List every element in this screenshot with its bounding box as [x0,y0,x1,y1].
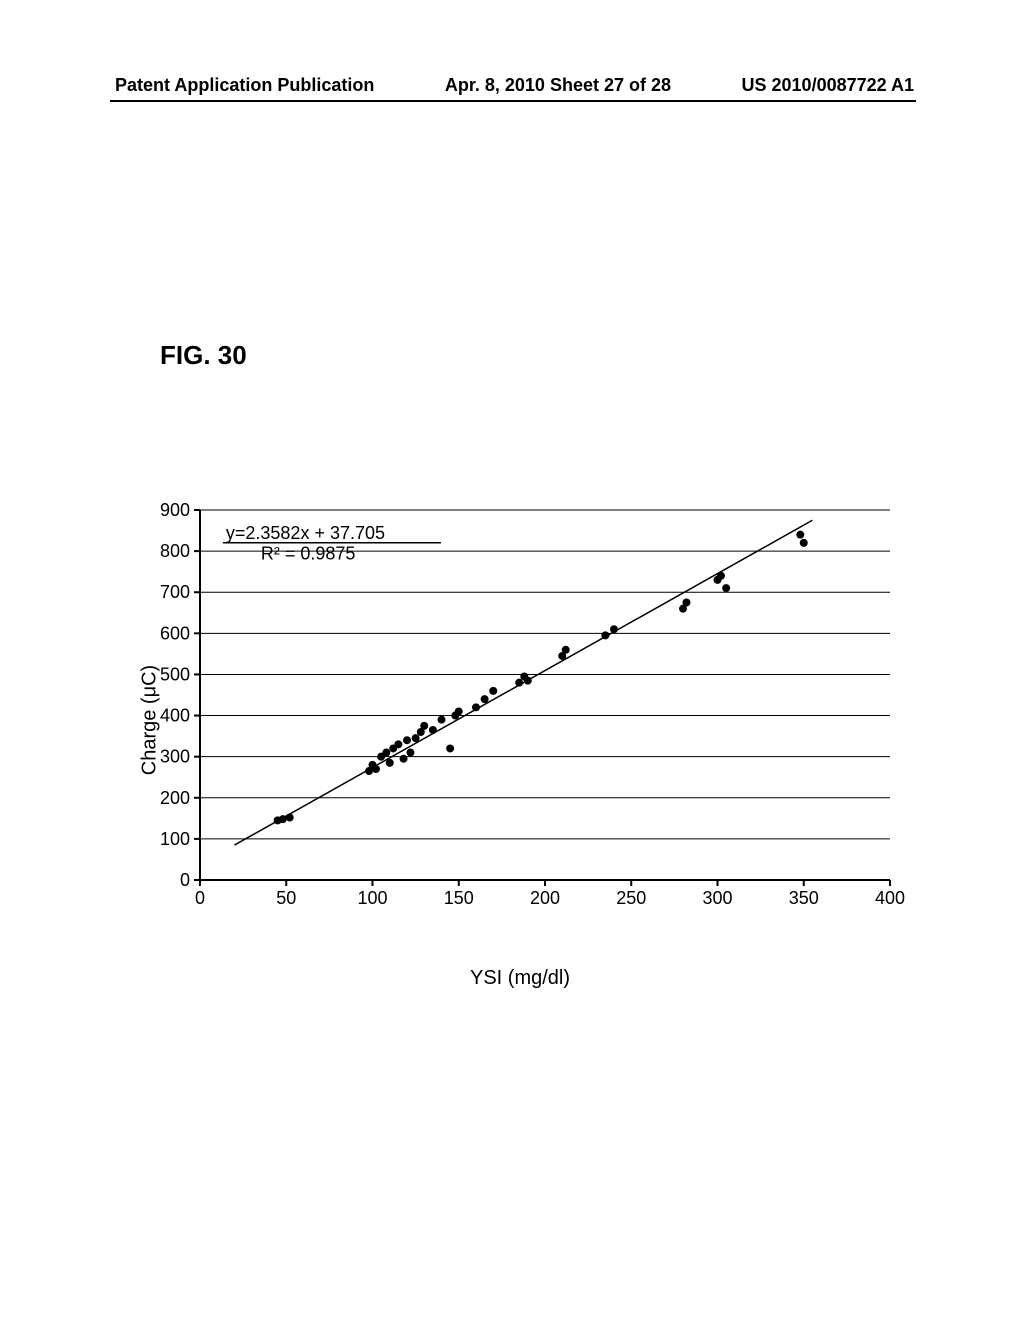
svg-text:500: 500 [160,664,190,684]
svg-text:200: 200 [160,788,190,808]
svg-text:300: 300 [160,747,190,767]
header-left: Patent Application Publication [115,75,374,96]
chart-container: Charge (μC) 0100200300400500600700800900… [130,500,910,940]
header-rule [110,100,916,102]
svg-text:700: 700 [160,582,190,602]
x-axis-label: YSI (mg/dl) [470,967,570,990]
svg-text:400: 400 [875,888,905,908]
figure-label: FIG. 30 [160,340,247,371]
svg-text:100: 100 [357,888,387,908]
svg-text:200: 200 [530,888,560,908]
svg-text:900: 900 [160,500,190,520]
scatter-chart: 0 100 200 300 400 500 600 700 800 900 0 50 100 150 200… [130,500,910,920]
header-center: Apr. 8, 2010 Sheet 27 of 28 [445,75,671,96]
svg-text:300: 300 [702,888,732,908]
svg-text:100: 100 [160,829,190,849]
svg-text:150: 150 [444,888,474,908]
svg-text:250: 250 [616,888,646,908]
header-right: US 2010/0087722 A1 [742,75,914,96]
svg-text:600: 600 [160,623,190,643]
svg-text:0: 0 [180,870,190,890]
y-axis-label: Charge (μC) [139,665,162,775]
svg-text:R² = 0.9875: R² = 0.9875 [261,543,356,563]
svg-text:0: 0 [195,888,205,908]
svg-text:400: 400 [160,706,190,726]
svg-text:350: 350 [789,888,819,908]
svg-text:50: 50 [276,888,296,908]
svg-text:y=2.3582x + 37.705: y=2.3582x + 37.705 [226,523,385,543]
page-header: Patent Application Publication Apr. 8, 2… [0,75,1024,96]
svg-text:800: 800 [160,541,190,561]
